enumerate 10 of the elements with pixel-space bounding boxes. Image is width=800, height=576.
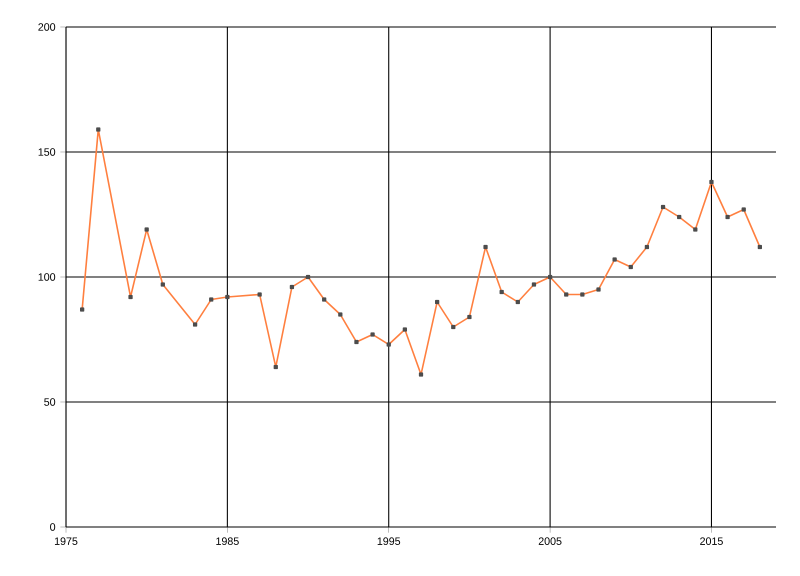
x-tick-label: 2005: [538, 537, 562, 545]
y-tick-label: 50: [44, 398, 56, 406]
y-tick-label: 200: [38, 23, 56, 31]
y-tick-label: 150: [38, 148, 56, 156]
y-tick-label: 0: [50, 523, 56, 531]
x-tick-label: 1995: [378, 537, 400, 545]
x-tick-label: 1985: [216, 537, 239, 545]
x-tick-label: 1975: [54, 537, 78, 545]
x-tick-label: 2015: [700, 537, 723, 545]
y-tick-label: 100: [38, 273, 56, 281]
